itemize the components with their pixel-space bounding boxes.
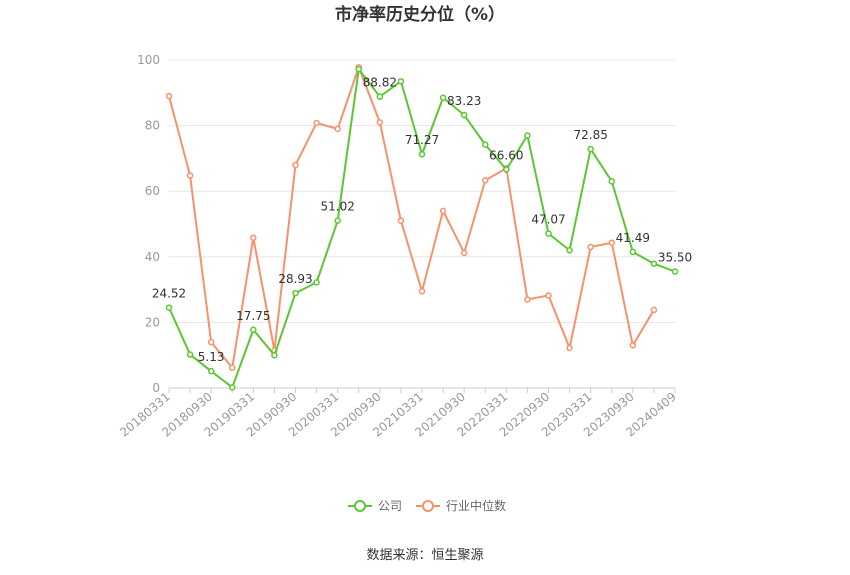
data-label: 41.49 bbox=[616, 231, 650, 245]
data-point[interactable] bbox=[186, 172, 194, 179]
data-point[interactable] bbox=[587, 243, 594, 251]
data-label: 17.75 bbox=[236, 309, 270, 323]
data-point[interactable] bbox=[165, 304, 173, 311]
legend-label: 公司 bbox=[378, 499, 402, 513]
data-point[interactable] bbox=[207, 338, 215, 346]
data-point[interactable] bbox=[355, 65, 362, 73]
data-label: 83.23 bbox=[447, 94, 481, 108]
data-label: 28.93 bbox=[278, 272, 312, 286]
data-point[interactable] bbox=[524, 132, 531, 139]
data-point[interactable] bbox=[165, 92, 173, 100]
data-point[interactable] bbox=[313, 279, 320, 286]
data-point[interactable] bbox=[376, 119, 384, 126]
data-point[interactable] bbox=[608, 178, 615, 185]
data-label: 47.07 bbox=[531, 213, 565, 227]
data-point[interactable] bbox=[418, 287, 426, 295]
y-tick-label: 0 bbox=[152, 381, 160, 395]
data-point[interactable] bbox=[376, 93, 384, 100]
data-point[interactable] bbox=[229, 384, 236, 391]
y-tick-label: 80 bbox=[145, 119, 160, 133]
data-point[interactable] bbox=[397, 217, 405, 224]
data-label: 72.85 bbox=[573, 128, 607, 142]
data-point[interactable] bbox=[313, 119, 320, 127]
data-point[interactable] bbox=[292, 289, 299, 297]
data-point[interactable] bbox=[418, 150, 426, 158]
y-axis-ticks: 0 20 40 60 80 100 bbox=[137, 53, 160, 395]
legend-item[interactable]: 行业中位数 bbox=[416, 498, 506, 513]
data-point[interactable] bbox=[439, 207, 447, 215]
chart-title: 市净率历史分位（%） bbox=[335, 4, 505, 25]
data-point[interactable] bbox=[650, 260, 658, 267]
data-point[interactable] bbox=[250, 234, 257, 242]
data-point[interactable] bbox=[334, 125, 341, 133]
legend-label: 行业中位数 bbox=[446, 498, 506, 513]
data-point[interactable] bbox=[460, 111, 468, 119]
data-point[interactable] bbox=[566, 344, 573, 352]
data-point[interactable] bbox=[608, 239, 615, 246]
y-tick-label: 20 bbox=[145, 315, 160, 329]
data-point[interactable] bbox=[503, 166, 510, 173]
data-label: 5.13 bbox=[198, 350, 225, 364]
series-line bbox=[168, 68, 676, 389]
data-point[interactable] bbox=[229, 364, 236, 371]
data-label: 88.82 bbox=[363, 76, 397, 90]
y-tick-label: 60 bbox=[145, 184, 160, 198]
data-point[interactable] bbox=[587, 145, 594, 153]
data-point[interactable] bbox=[629, 342, 637, 349]
data-point[interactable] bbox=[271, 351, 278, 359]
data-point[interactable] bbox=[250, 326, 257, 334]
data-point[interactable] bbox=[207, 367, 215, 375]
data-point[interactable] bbox=[482, 141, 489, 148]
data-point[interactable] bbox=[566, 246, 573, 254]
data-point[interactable] bbox=[397, 78, 405, 85]
data-point[interactable] bbox=[545, 230, 552, 237]
data-point[interactable] bbox=[545, 292, 552, 299]
legend[interactable]: 公司 行业中位数 bbox=[348, 498, 506, 513]
data-point[interactable] bbox=[671, 268, 679, 275]
series-line bbox=[168, 66, 655, 369]
data-point[interactable] bbox=[524, 296, 531, 303]
data-label: 35.50 bbox=[658, 251, 692, 265]
data-point[interactable] bbox=[650, 306, 658, 314]
data-label: 24.52 bbox=[152, 287, 186, 301]
data-point[interactable] bbox=[629, 248, 637, 256]
series-0 bbox=[165, 65, 679, 391]
series-lines bbox=[165, 63, 679, 391]
data-point[interactable] bbox=[292, 161, 299, 169]
data-point[interactable] bbox=[334, 217, 341, 224]
data-label: 66.60 bbox=[489, 149, 523, 163]
series-1 bbox=[165, 63, 658, 371]
legend-marker bbox=[422, 500, 434, 512]
legend-item[interactable]: 公司 bbox=[348, 499, 402, 513]
data-point[interactable] bbox=[460, 249, 468, 257]
gridlines bbox=[169, 59, 675, 389]
data-point[interactable] bbox=[186, 351, 194, 358]
data-labels: 24.52 5.13 17.75 28.93 51.02 88.82 71.27 83.23 6… bbox=[152, 76, 692, 365]
data-point[interactable] bbox=[482, 177, 489, 184]
data-label: 71.27 bbox=[405, 133, 439, 147]
legend-marker bbox=[354, 500, 366, 512]
x-axis: 2018033120180930201903312019093020200331… bbox=[117, 387, 679, 440]
data-source: 数据来源：恒生聚源 bbox=[366, 548, 483, 563]
y-tick-label: 100 bbox=[137, 53, 160, 67]
data-label: 51.02 bbox=[320, 200, 354, 214]
y-tick-label: 40 bbox=[145, 250, 160, 264]
data-point[interactable] bbox=[439, 94, 447, 101]
